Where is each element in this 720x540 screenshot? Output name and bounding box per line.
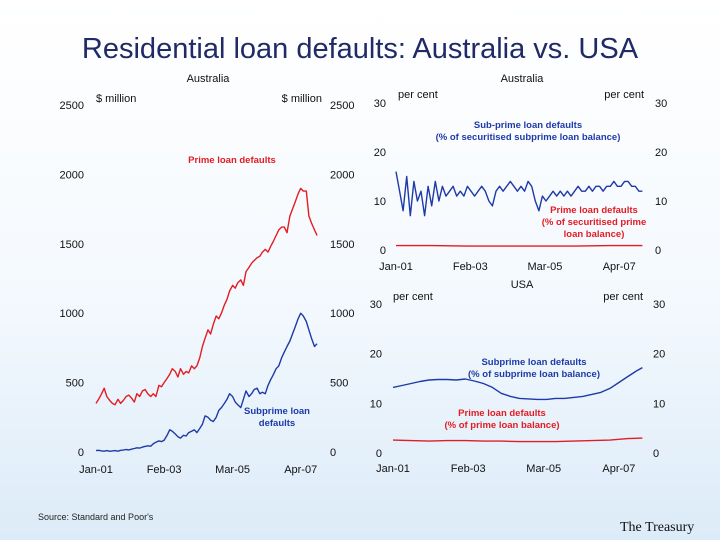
series-label: Sub-prime loan defaults [474, 120, 582, 131]
y-tick-left: 20 [370, 349, 382, 361]
series-label: (% of securitised subprime loan balance) [436, 132, 621, 143]
series-label: defaults [259, 418, 295, 429]
panel-title: Australia [501, 73, 545, 85]
y-tick-left: 500 [66, 378, 84, 390]
left-axis-unit: per cent [398, 89, 438, 101]
x-tick-label: Feb-03 [147, 464, 182, 476]
y-tick-right: 10 [655, 196, 667, 208]
y-tick-right: 30 [655, 98, 667, 110]
footer-text: The Treasury [620, 520, 695, 535]
y-tick-right: 0 [330, 447, 336, 459]
y-tick-left: 2000 [60, 169, 84, 181]
y-tick-right: 20 [653, 349, 665, 361]
x-tick-label: Mar-05 [215, 464, 250, 476]
chart-right-bottom: USA per cent per cent 0 0 10 10 20 20 30 30 Jan-01 F… [370, 279, 666, 475]
y-tick-right: 500 [330, 378, 348, 390]
y-tick-right: 2000 [330, 169, 354, 181]
panel-title: USA [511, 279, 534, 291]
y-tick-right: 10 [653, 398, 665, 410]
y-tick-right: 1500 [330, 239, 354, 251]
x-tick-label: Feb-03 [451, 463, 486, 475]
right-axis-unit: per cent [603, 291, 643, 303]
series-line-prime-loan-defaults [396, 244, 643, 247]
chart-right-top: Australia per cent per cent 0 0 10 10 20 20 30 30 J… [374, 73, 668, 273]
left-axis-unit: per cent [393, 291, 433, 303]
series-line-subprime-loan-defaults [392, 366, 643, 401]
y-tick-right: 2500 [330, 100, 354, 112]
series-label: Subprime loan defaults [481, 357, 586, 368]
series-label: Prime loan defaults [550, 205, 638, 216]
source-note: Source: Standard and Poor's [38, 512, 154, 522]
y-tick-left: 1000 [60, 308, 84, 320]
x-tick-label: Feb-03 [453, 261, 488, 273]
x-tick-label: Mar-05 [528, 261, 563, 273]
left-axis-unit: $ million [96, 93, 136, 105]
series-label: Prime loan defaults [458, 408, 546, 419]
y-tick-left: 0 [376, 448, 382, 460]
x-tick-label: Mar-05 [526, 463, 561, 475]
series-line-subprime-loan-defaults [95, 312, 318, 452]
slide-title: Residential loan defaults: Australia vs.… [81, 33, 639, 65]
series-label: (% of securitised prime [542, 217, 647, 228]
y-tick-left: 10 [374, 196, 386, 208]
series-label: Subprime loan [244, 406, 310, 417]
x-tick-label: Jan-01 [379, 261, 413, 273]
x-tick-label: Apr-07 [284, 464, 317, 476]
series-line-prime-loan-defaults [392, 437, 643, 443]
y-tick-right: 0 [653, 448, 659, 460]
y-tick-left: 0 [78, 447, 84, 459]
y-tick-right: 20 [655, 147, 667, 159]
y-tick-left: 1500 [60, 239, 84, 251]
y-tick-right: 30 [653, 299, 665, 311]
series-label: (% of prime loan balance) [444, 420, 559, 431]
x-tick-label: Apr-07 [603, 261, 636, 273]
y-tick-left: 30 [370, 299, 382, 311]
chart-left: Australia $ million $ million 0 0 500 500 1000 1… [60, 73, 355, 476]
x-tick-label: Jan-01 [376, 463, 410, 475]
x-tick-label: Jan-01 [79, 464, 113, 476]
series-label: Prime loan defaults [188, 155, 276, 166]
series-label: (% of subprime loan balance) [468, 369, 600, 380]
series-label: loan balance) [564, 229, 625, 240]
y-tick-right: 0 [655, 245, 661, 257]
y-tick-left: 30 [374, 98, 386, 110]
y-tick-left: 0 [380, 245, 386, 257]
series-line-prime-loan-defaults [95, 187, 318, 406]
y-tick-left: 2500 [60, 100, 84, 112]
right-axis-unit: $ million [282, 93, 322, 105]
y-tick-right: 1000 [330, 308, 354, 320]
y-tick-left: 10 [370, 398, 382, 410]
panel-title: Australia [187, 73, 231, 85]
y-tick-left: 20 [374, 147, 386, 159]
series-line-sub-prime-loan-defaults [395, 171, 643, 217]
x-tick-label: Apr-07 [602, 463, 635, 475]
right-axis-unit: per cent [604, 89, 644, 101]
